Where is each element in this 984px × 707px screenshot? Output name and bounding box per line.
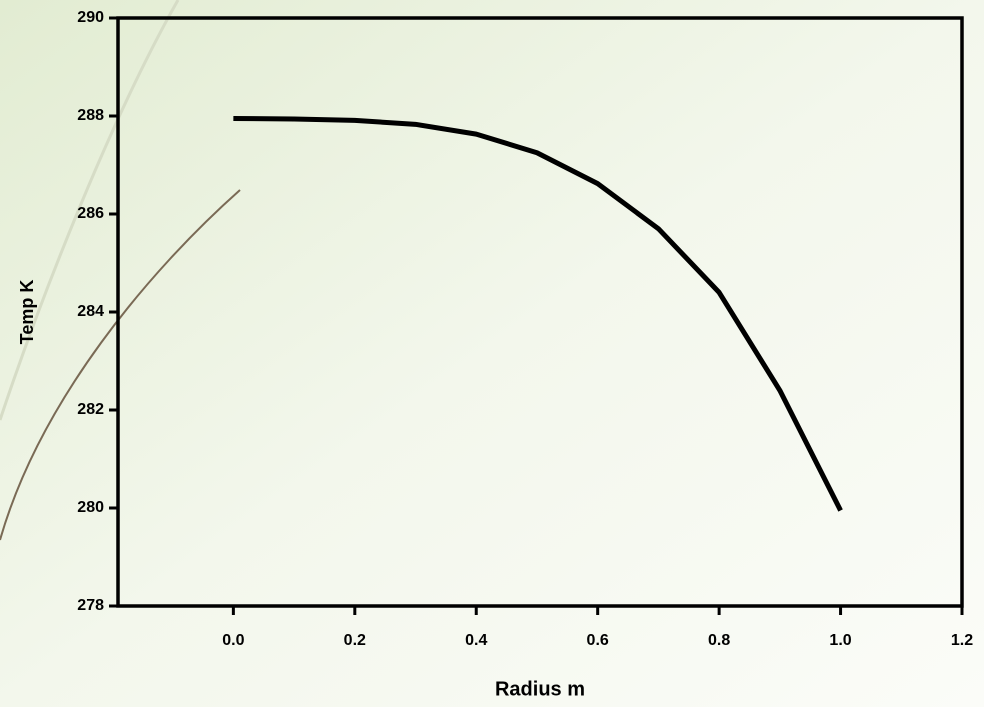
x-tick-label: 0.8: [708, 632, 730, 649]
y-tick-label: 288: [77, 107, 104, 124]
y-axis-label: Temp K: [17, 280, 37, 345]
x-tick-label: 1.0: [829, 632, 851, 649]
plot: [233, 115, 843, 512]
y-tick-label: 278: [77, 597, 104, 614]
y-tick-label: 290: [77, 9, 104, 26]
x-tick-label: 0.4: [465, 632, 487, 649]
x-axis-label: Radius m: [495, 678, 585, 700]
decor-arc: [0, 0, 180, 421]
y-tick-label: 280: [77, 499, 104, 516]
x-tick-label: 0.2: [344, 632, 366, 649]
y-tick-label: 286: [77, 205, 104, 222]
x-tick-label: 0.0: [222, 632, 244, 649]
x-tick-label: 0.6: [587, 632, 609, 649]
line-series: [233, 115, 843, 512]
y-tick-label: 282: [77, 401, 104, 418]
y-tick-label: 284: [77, 303, 104, 320]
decor-curve: [0, 189, 241, 541]
x-tick-label: 1.2: [951, 632, 973, 649]
